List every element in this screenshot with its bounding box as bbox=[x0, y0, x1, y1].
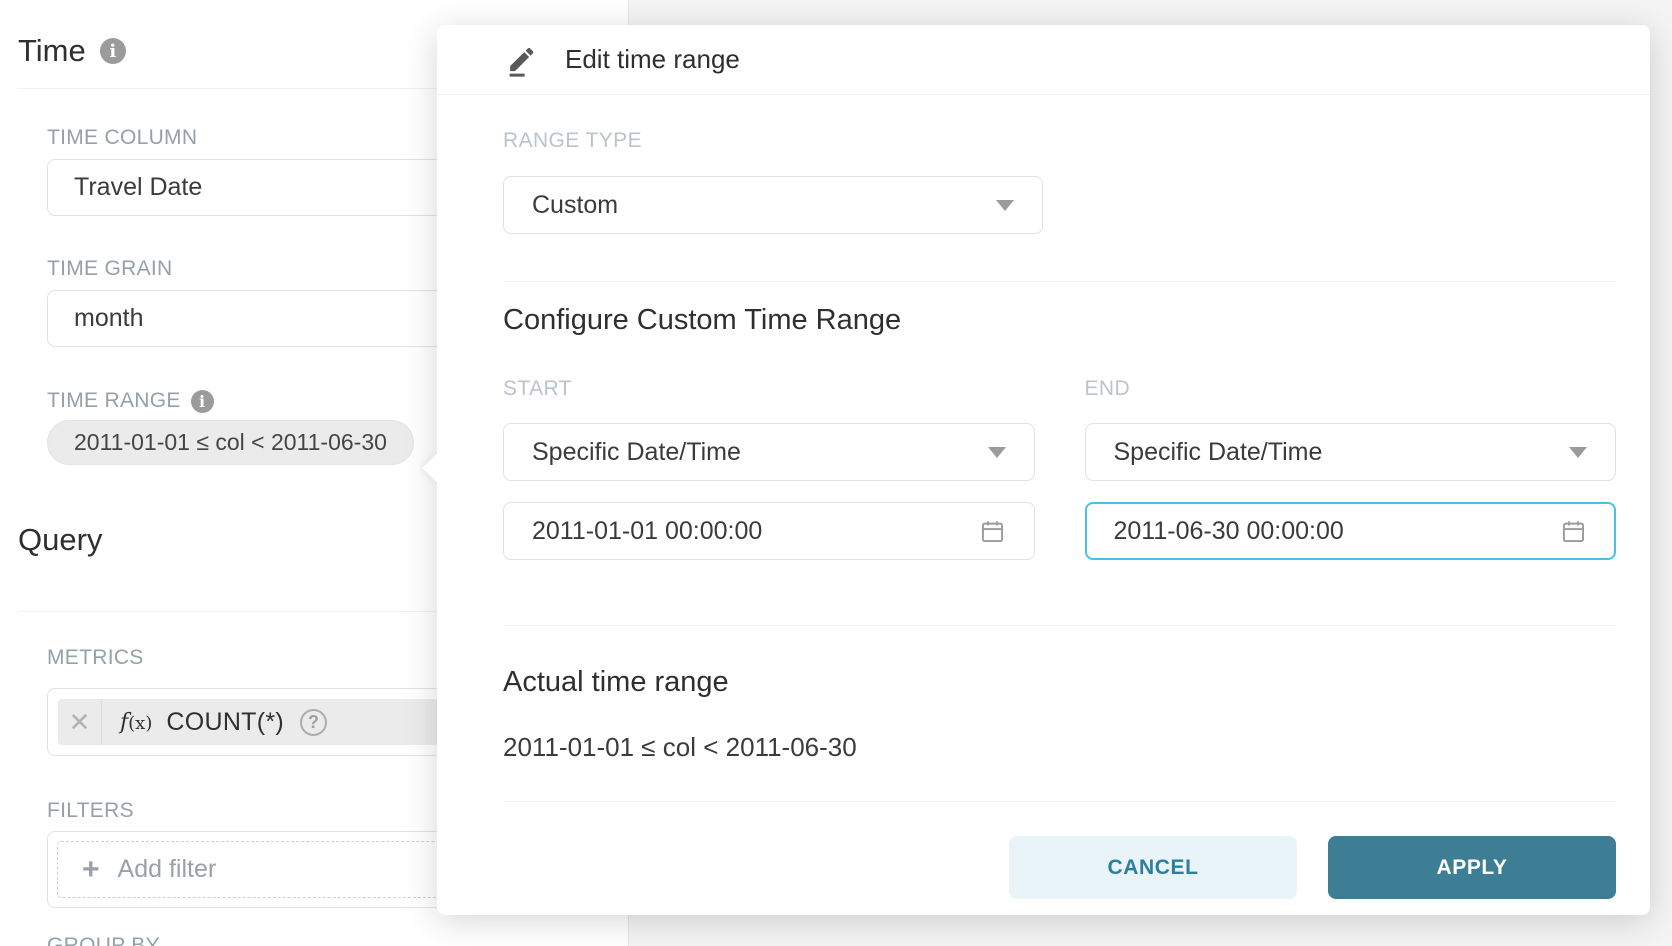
filters-label: FILTERS bbox=[47, 799, 134, 822]
add-filter-label: Add filter bbox=[117, 855, 217, 883]
start-mode-value: Specific Date/Time bbox=[532, 437, 741, 466]
info-icon[interactable]: i bbox=[99, 38, 126, 64]
edit-time-range-popover: Edit time range RANGE TYPE Custom Config… bbox=[422, 25, 1650, 915]
time-grain-label: TIME GRAIN bbox=[47, 257, 173, 280]
popover-body: RANGE TYPE Custom Configure Custom Time … bbox=[437, 129, 1650, 899]
popover-title: Edit time range bbox=[565, 44, 740, 74]
add-filter-button[interactable]: + Add filter bbox=[57, 841, 597, 898]
cancel-button[interactable]: CANCEL bbox=[1009, 836, 1297, 899]
plus-icon: + bbox=[82, 852, 100, 886]
divider bbox=[503, 281, 1616, 282]
time-section-title: Time bbox=[18, 33, 86, 68]
apply-button[interactable]: APPLY bbox=[1328, 836, 1616, 899]
info-icon[interactable]: i bbox=[190, 389, 214, 413]
chevron-down-icon bbox=[996, 199, 1014, 211]
end-mode-select[interactable]: Specific Date/Time bbox=[1084, 423, 1616, 481]
close-icon[interactable]: ✕ bbox=[58, 699, 102, 745]
group-by-label: GROUP BY bbox=[47, 934, 160, 946]
fx-icon: f(x) bbox=[120, 709, 153, 735]
end-datetime-input[interactable]: 2011-06-30 00:00:00 bbox=[1084, 502, 1616, 560]
query-section-title: Query bbox=[18, 522, 103, 557]
metrics-label: METRICS bbox=[47, 646, 144, 669]
query-section-heading: Query bbox=[18, 522, 102, 558]
start-column: START Specific Date/Time 2011-01-01 00:0… bbox=[503, 377, 1035, 560]
range-type-value: Custom bbox=[532, 190, 619, 219]
chevron-down-icon bbox=[1569, 446, 1587, 458]
time-column-label: TIME COLUMN bbox=[47, 126, 198, 149]
actual-time-range-heading: Actual time range bbox=[503, 666, 729, 698]
divider bbox=[18, 611, 608, 612]
end-column: END Specific Date/Time 2011-06-30 00:00:… bbox=[1084, 377, 1616, 560]
range-type-select[interactable]: Custom bbox=[503, 176, 1043, 234]
time-section-heading: Time i bbox=[18, 33, 126, 69]
divider bbox=[18, 88, 608, 89]
divider bbox=[503, 625, 1616, 626]
edit-pencil-icon bbox=[503, 41, 541, 79]
start-datetime-value: 2011-01-01 00:00:00 bbox=[532, 516, 763, 545]
metric-name: COUNT(*) bbox=[166, 707, 285, 736]
time-column-value: Travel Date bbox=[74, 173, 203, 201]
end-mode-value: Specific Date/Time bbox=[1113, 437, 1323, 466]
configure-heading: Configure Custom Time Range bbox=[503, 304, 902, 336]
time-range-label: TIME RANGE i bbox=[47, 389, 214, 413]
popover-footer: CANCEL APPLY bbox=[503, 802, 1616, 899]
range-type-label: RANGE TYPE bbox=[503, 129, 642, 152]
start-datetime-input[interactable]: 2011-01-01 00:00:00 bbox=[503, 502, 1035, 560]
help-icon[interactable]: ? bbox=[300, 708, 328, 736]
time-range-pill[interactable]: 2011-01-01 ≤ col < 2011-06-30 bbox=[47, 420, 414, 465]
start-mode-select[interactable]: Specific Date/Time bbox=[503, 423, 1035, 481]
popover-header: Edit time range bbox=[437, 25, 1650, 95]
calendar-icon[interactable] bbox=[979, 518, 1006, 545]
chevron-down-icon bbox=[987, 446, 1006, 458]
start-label: START bbox=[503, 377, 572, 400]
divider bbox=[503, 801, 1616, 802]
calendar-icon[interactable] bbox=[1560, 518, 1587, 545]
time-grain-value: month bbox=[74, 304, 144, 332]
actual-time-range-value: 2011-01-01 ≤ col < 2011-06-30 bbox=[503, 732, 857, 762]
end-datetime-value: 2011-06-30 00:00:00 bbox=[1113, 516, 1344, 545]
end-label: END bbox=[1084, 377, 1131, 400]
